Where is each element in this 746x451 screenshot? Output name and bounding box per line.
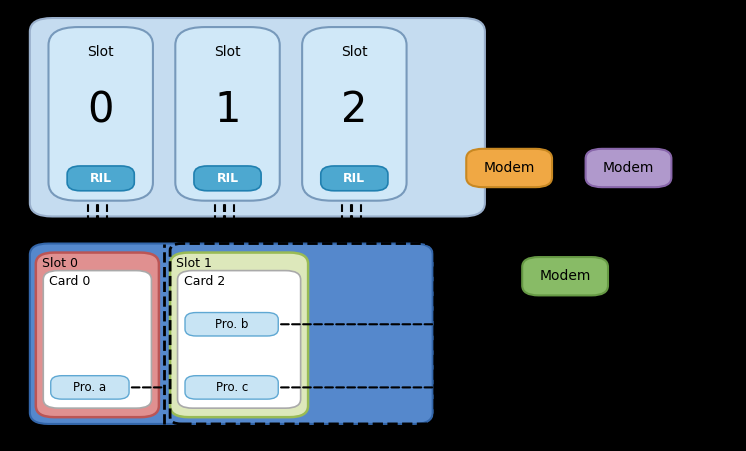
FancyBboxPatch shape	[194, 166, 261, 191]
FancyBboxPatch shape	[185, 313, 278, 336]
Text: Slot 1: Slot 1	[176, 257, 212, 270]
FancyBboxPatch shape	[302, 27, 407, 201]
Text: 2: 2	[341, 89, 368, 131]
FancyBboxPatch shape	[67, 166, 134, 191]
FancyBboxPatch shape	[522, 257, 608, 295]
Text: Physical slots: Physical slots	[444, 327, 537, 341]
Text: Modem: Modem	[483, 161, 535, 175]
FancyBboxPatch shape	[30, 244, 433, 424]
Text: Modem: Modem	[539, 269, 591, 283]
FancyBboxPatch shape	[178, 271, 301, 408]
Text: Slot 0: Slot 0	[42, 257, 78, 270]
Text: 0: 0	[87, 89, 114, 131]
FancyBboxPatch shape	[466, 149, 552, 187]
Text: Slot: Slot	[214, 45, 241, 59]
FancyBboxPatch shape	[170, 253, 308, 417]
FancyBboxPatch shape	[30, 18, 485, 216]
Text: Card 0: Card 0	[49, 275, 90, 288]
Text: RIL: RIL	[90, 172, 112, 185]
FancyBboxPatch shape	[586, 149, 671, 187]
Text: Pro. a: Pro. a	[73, 381, 107, 394]
Text: 1: 1	[214, 89, 241, 131]
Text: RIL: RIL	[216, 172, 239, 185]
FancyBboxPatch shape	[321, 166, 388, 191]
FancyBboxPatch shape	[36, 253, 159, 417]
Text: Card 2: Card 2	[184, 275, 225, 288]
Text: Pro. b: Pro. b	[215, 318, 248, 331]
FancyBboxPatch shape	[48, 27, 153, 201]
FancyBboxPatch shape	[175, 27, 280, 201]
FancyBboxPatch shape	[51, 376, 129, 399]
Text: Slot: Slot	[341, 45, 368, 59]
Text: Modem: Modem	[603, 161, 654, 175]
Text: Logical slots: Logical slots	[498, 107, 592, 123]
FancyBboxPatch shape	[185, 376, 278, 399]
Text: Slot: Slot	[87, 45, 114, 59]
Text: RIL: RIL	[343, 172, 366, 185]
FancyBboxPatch shape	[43, 271, 151, 408]
Text: Pro. c: Pro. c	[216, 381, 248, 394]
